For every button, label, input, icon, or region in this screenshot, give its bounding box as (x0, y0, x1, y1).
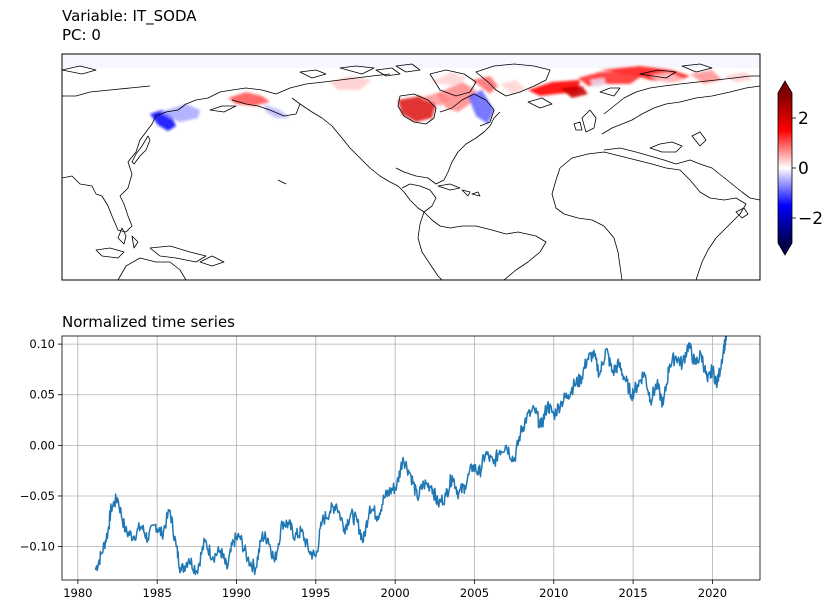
map-panel (62, 54, 760, 280)
x-tick-label: 2010 (539, 586, 568, 600)
y-tick-label: −0.10 (20, 540, 55, 554)
colorbar-tick-label: −2 (798, 209, 823, 229)
x-tick-label: 1985 (143, 586, 172, 600)
arctic-faint-field (62, 54, 760, 68)
y-tick-label: 0.00 (29, 438, 55, 452)
x-tick-label: 1980 (63, 586, 92, 600)
colorbar-gradient (778, 93, 792, 243)
colorbar-tick-label: 0 (798, 159, 809, 179)
y-axis: −0.10 −0.05 0.00 0.05 0.10 (20, 337, 62, 553)
x-tick-label: 2015 (618, 586, 647, 600)
x-tick-label: 1995 (301, 586, 330, 600)
colorbar-ticks: 2 0 −2 (792, 109, 823, 229)
colorbar: 2 0 −2 (778, 81, 823, 255)
x-axis: 1980 1985 1990 1995 2000 2005 2010 2015 2020 (63, 580, 727, 600)
colorbar-tick-label: 2 (798, 109, 809, 129)
y-tick-label: 0.10 (29, 337, 55, 351)
timeseries-panel: 1980 1985 1990 1995 2000 2005 2010 2015 2020 −0.… (20, 333, 760, 600)
y-tick-label: 0.05 (29, 388, 55, 402)
colorbar-extend-min (778, 243, 792, 255)
x-tick-label: 2020 (698, 586, 727, 600)
x-tick-label: 2000 (380, 586, 409, 600)
x-tick-label: 2005 (460, 586, 489, 600)
plot-area (62, 336, 760, 580)
y-tick-label: −0.05 (20, 489, 55, 503)
colorbar-extend-max (778, 81, 792, 93)
x-tick-label: 1990 (222, 586, 251, 600)
